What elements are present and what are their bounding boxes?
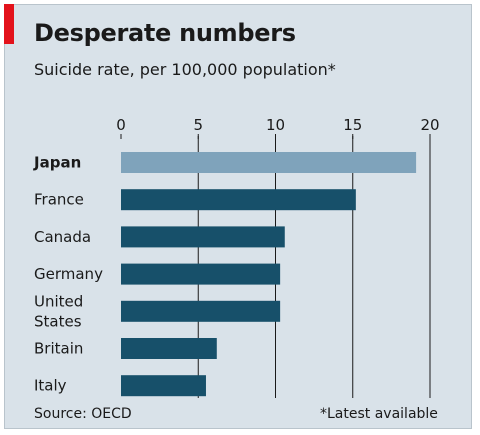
- bar-britain: [121, 338, 217, 359]
- x-tick-label-15: 15: [343, 116, 362, 134]
- bar-japan: [121, 152, 417, 173]
- category-label-japan: Japan: [33, 154, 81, 172]
- bar-canada: [121, 226, 285, 248]
- chart-title: Desperate numbers: [34, 19, 296, 47]
- category-label-france: France: [34, 191, 84, 209]
- bar-italy: [121, 375, 206, 397]
- x-tick-label-5: 5: [193, 116, 203, 134]
- x-tick-label-10: 10: [266, 116, 285, 134]
- x-tick-label-20: 20: [420, 116, 439, 134]
- category-label-germany: Germany: [34, 265, 103, 283]
- bar-united-states: [121, 300, 281, 322]
- x-tick-label-0: 0: [116, 116, 126, 134]
- category-label-britain: Britain: [34, 340, 83, 358]
- category-label-italy: Italy: [34, 377, 67, 395]
- chart-panel: [4, 4, 472, 429]
- category-label-united-states: United States: [34, 292, 83, 330]
- source-note: Source: OECD: [34, 406, 132, 422]
- bar-germany: [121, 263, 281, 285]
- chart-subtitle: Suicide rate, per 100,000 population*: [34, 60, 336, 79]
- category-label-canada: Canada: [34, 228, 91, 246]
- brand-accent-bar: [4, 4, 14, 44]
- footnote: *Latest available: [320, 406, 438, 422]
- bar-france: [121, 189, 356, 211]
